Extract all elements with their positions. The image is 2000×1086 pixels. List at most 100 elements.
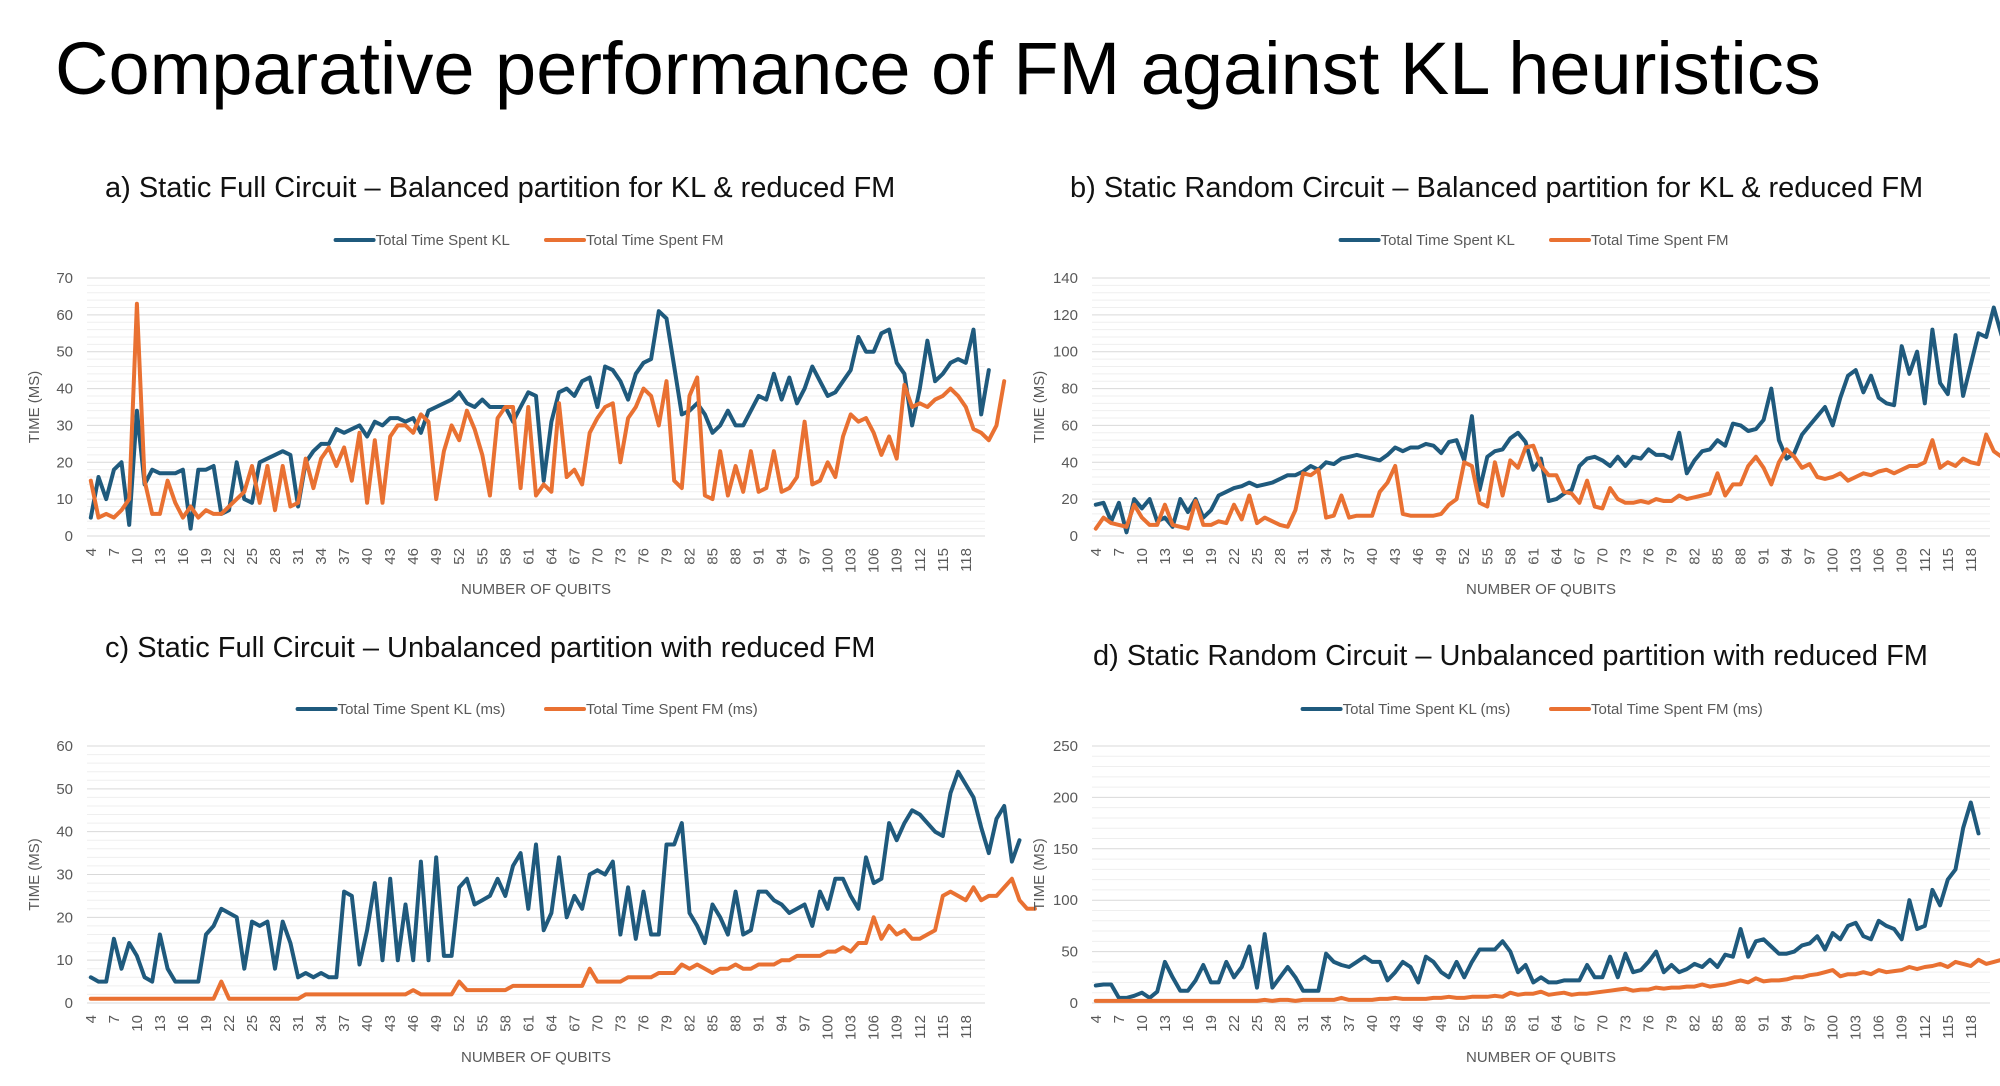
x-tick-label: 49 (1433, 1015, 1450, 1032)
series-line-fm (1093, 957, 2000, 1003)
x-tick-label: 64 (1548, 548, 1565, 565)
x-tick-label: 109 (1894, 1015, 1911, 1040)
x-tick-label: 118 (1963, 548, 1980, 572)
x-tick-label: 94 (774, 1015, 791, 1032)
x-tick-label: 25 (1249, 1015, 1266, 1032)
x-tick-label: 13 (1157, 548, 1174, 565)
x-tick-label: 10 (1134, 1015, 1151, 1032)
x-tick-label: 91 (1756, 1015, 1773, 1032)
x-tick-label: 43 (1387, 548, 1404, 565)
x-tick-label: 7 (1111, 1015, 1128, 1023)
y-tick-label: 50 (1061, 944, 1078, 961)
x-tick-label: 37 (336, 548, 353, 565)
x-tick-label: 55 (474, 548, 491, 565)
x-tick-label: 61 (520, 548, 537, 565)
x-tick-label: 73 (612, 1015, 629, 1032)
y-tick-label: 70 (56, 270, 73, 287)
x-tick-label: 88 (728, 548, 745, 565)
x-tick-label: 85 (705, 548, 722, 565)
y-tick-label: 250 (1053, 738, 1078, 755)
x-tick-label: 82 (1687, 1015, 1704, 1032)
x-tick-label: 52 (451, 548, 468, 565)
x-tick-label: 34 (313, 548, 330, 565)
x-tick-label: 109 (1894, 548, 1911, 573)
x-tick-label: 31 (290, 548, 307, 565)
x-tick-label: 85 (1710, 1015, 1727, 1032)
x-tick-label: 76 (1640, 1015, 1657, 1032)
y-tick-label: 120 (1053, 307, 1078, 324)
x-tick-label: 70 (1594, 548, 1611, 565)
x-tick-label: 25 (244, 548, 261, 565)
x-tick-label: 61 (1525, 548, 1542, 565)
x-tick-label: 103 (1848, 1015, 1865, 1040)
x-tick-label: 64 (543, 548, 560, 565)
y-tick-label: 100 (1053, 892, 1078, 909)
x-tick-label: 37 (1341, 1015, 1358, 1032)
y-tick-label: 140 (1053, 270, 1078, 287)
x-tick-label: 70 (589, 1015, 606, 1032)
x-tick-label: 91 (1756, 548, 1773, 565)
x-tick-label: 103 (1848, 548, 1865, 573)
x-tick-label: 7 (106, 1015, 123, 1023)
x-tick-label: 7 (1111, 548, 1128, 556)
x-tick-label: 112 (912, 1015, 929, 1039)
x-tick-label: 55 (1479, 548, 1496, 565)
x-tick-label: 40 (359, 1015, 376, 1032)
x-tick-label: 19 (1203, 548, 1220, 565)
x-tick-label: 28 (267, 548, 284, 565)
x-tick-label: 40 (1364, 1015, 1381, 1032)
x-tick-label: 64 (543, 1015, 560, 1032)
panel-c-heading: c) Static Full Circuit – Unbalanced part… (105, 632, 876, 664)
x-tick-label: 61 (520, 1015, 537, 1032)
x-tick-label: 25 (1249, 548, 1266, 565)
legend-label: Total Time Spent FM (ms) (1591, 701, 1763, 718)
panel-b-heading: b) Static Random Circuit – Balanced part… (1070, 172, 1924, 204)
x-tick-label: 112 (1917, 548, 1934, 572)
y-tick-label: 200 (1053, 789, 1078, 806)
x-tick-label: 112 (1917, 1015, 1934, 1039)
x-tick-label: 76 (1640, 548, 1657, 565)
x-tick-label: 106 (866, 1015, 883, 1040)
x-axis-title: NUMBER OF QUBITS (1466, 1049, 1616, 1066)
x-tick-label: 4 (83, 1015, 100, 1023)
x-tick-label: 73 (1617, 548, 1634, 565)
y-axis-title: TIME (MS) (26, 371, 43, 444)
panel-a-heading: a) Static Full Circuit – Balanced partit… (105, 172, 896, 204)
x-tick-label: 115 (1940, 1015, 1957, 1039)
x-tick-label: 49 (1433, 548, 1450, 565)
x-tick-label: 34 (1318, 1015, 1335, 1032)
x-tick-label: 97 (1802, 548, 1819, 565)
x-tick-label: 28 (1272, 548, 1289, 565)
y-axis-title: TIME (MS) (26, 838, 43, 911)
x-tick-label: 88 (728, 1015, 745, 1032)
x-tick-label: 37 (336, 1015, 353, 1032)
x-tick-label: 94 (1779, 1015, 1796, 1032)
x-tick-label: 19 (1203, 1015, 1220, 1032)
y-tick-label: 60 (56, 738, 73, 755)
x-tick-label: 76 (635, 548, 652, 565)
x-tick-label: 55 (1479, 1015, 1496, 1032)
y-tick-label: 0 (1070, 995, 1078, 1012)
x-tick-label: 58 (1502, 548, 1519, 565)
x-tick-label: 16 (1180, 1015, 1197, 1032)
legend-label: Total Time Spent KL (ms) (338, 701, 506, 718)
x-tick-label: 22 (221, 548, 238, 565)
legend-label: Total Time Spent KL (ms) (1343, 701, 1511, 718)
y-tick-label: 10 (56, 952, 73, 969)
y-tick-label: 40 (1061, 454, 1078, 471)
x-tick-label: 67 (566, 1015, 583, 1032)
x-tick-label: 115 (935, 548, 952, 572)
x-tick-label: 31 (290, 1015, 307, 1032)
x-tick-label: 70 (589, 548, 606, 565)
x-tick-label: 46 (1410, 1015, 1427, 1032)
x-tick-label: 94 (774, 548, 791, 565)
x-tick-label: 82 (1687, 548, 1704, 565)
x-tick-label: 46 (405, 1015, 422, 1032)
x-tick-label: 91 (751, 548, 768, 565)
x-tick-label: 49 (428, 548, 445, 565)
x-tick-label: 106 (1871, 548, 1888, 573)
x-tick-label: 49 (428, 1015, 445, 1032)
x-tick-label: 28 (1272, 1015, 1289, 1032)
x-tick-label: 67 (1571, 1015, 1588, 1032)
y-tick-label: 50 (56, 344, 73, 361)
